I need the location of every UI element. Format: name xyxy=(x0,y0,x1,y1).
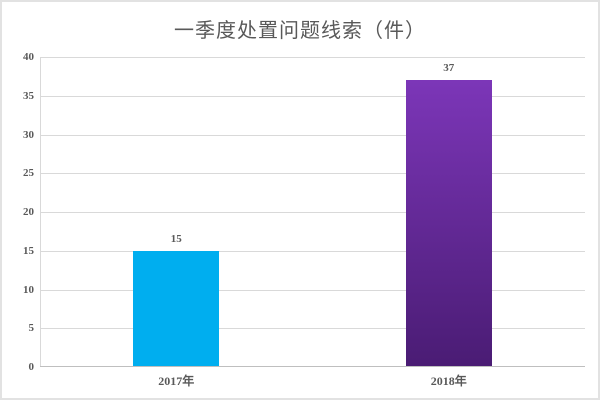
gridline xyxy=(41,212,585,213)
gridline xyxy=(41,289,585,291)
bar-2017 xyxy=(133,250,220,366)
y-tick-label: 5 xyxy=(28,322,35,335)
gridline xyxy=(41,173,585,175)
gridline xyxy=(41,328,585,330)
y-axis-line xyxy=(40,57,41,367)
gridline xyxy=(41,134,585,136)
y-tick-label: 35 xyxy=(23,89,34,102)
y-tick-label: 0 xyxy=(28,361,35,373)
gridline xyxy=(41,57,585,58)
y-tick-label: 30 xyxy=(23,128,34,141)
y-tick-label: 15 xyxy=(23,244,34,257)
y-tick-label: 40 xyxy=(23,51,34,63)
y-tick-label: 25 xyxy=(23,167,34,180)
gridline xyxy=(41,95,585,97)
plot-area: 0 5 10 15 20 25 30 35 40 15 2017年 37 2018年 xyxy=(23,51,585,388)
bar-2018 xyxy=(405,80,492,366)
y-tick-label: 10 xyxy=(23,283,34,296)
data-label-2017: 15 xyxy=(170,232,182,245)
data-label-2018: 37 xyxy=(443,62,455,75)
gridline xyxy=(41,250,585,252)
chart-title: 一季度处置问题线索（件） xyxy=(174,20,426,42)
y-tick-label: 20 xyxy=(23,206,34,218)
x-axis-line xyxy=(40,366,585,367)
x-axis-label-2018: 2018年 xyxy=(430,374,467,388)
x-axis-label-2017: 2017年 xyxy=(158,374,195,388)
